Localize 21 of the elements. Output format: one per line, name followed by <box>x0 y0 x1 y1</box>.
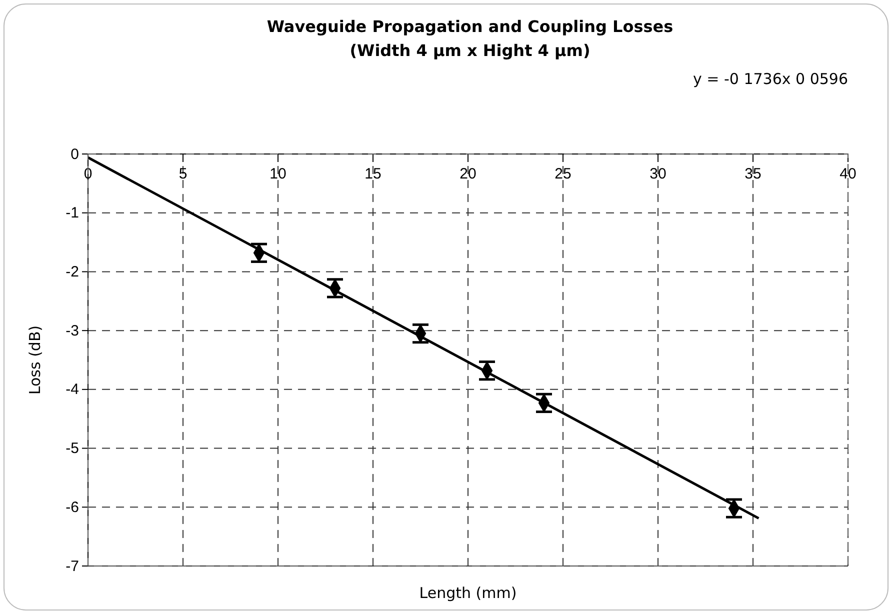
x-tick-label: 35 <box>744 166 762 182</box>
x-tick-label: 25 <box>554 166 572 182</box>
y-tick-label: -3 <box>66 322 79 340</box>
x-tick-label: 20 <box>460 166 476 182</box>
x-tick-label: 30 <box>650 166 666 182</box>
y-tick-label: -2 <box>66 264 79 281</box>
y-tick-label: -6 <box>66 498 79 516</box>
x-tick-label: 15 <box>364 166 382 182</box>
x-tick-label: 5 <box>178 166 188 182</box>
chart-title: Waveguide Propagation and Coupling Losses <box>266 17 674 36</box>
text: y = -0 1736x 0 0596 <box>692 70 848 88</box>
chart-subtitle: (Width 4 µm x Hight 4 µm) <box>350 41 590 60</box>
y-tick-label: -1 <box>66 204 79 222</box>
x-axis-title: Length (mm) <box>419 584 517 602</box>
y-axis-title: Loss (dB) <box>26 325 44 395</box>
y-tick-label: 0 <box>70 146 79 163</box>
x-tick-label: 10 <box>270 166 286 182</box>
y-tick-label: -7 <box>66 558 79 575</box>
y-tick-label: -4 <box>66 381 79 398</box>
y-tick-label: -5 <box>66 440 79 458</box>
x-tick-label: 40 <box>840 166 856 182</box>
